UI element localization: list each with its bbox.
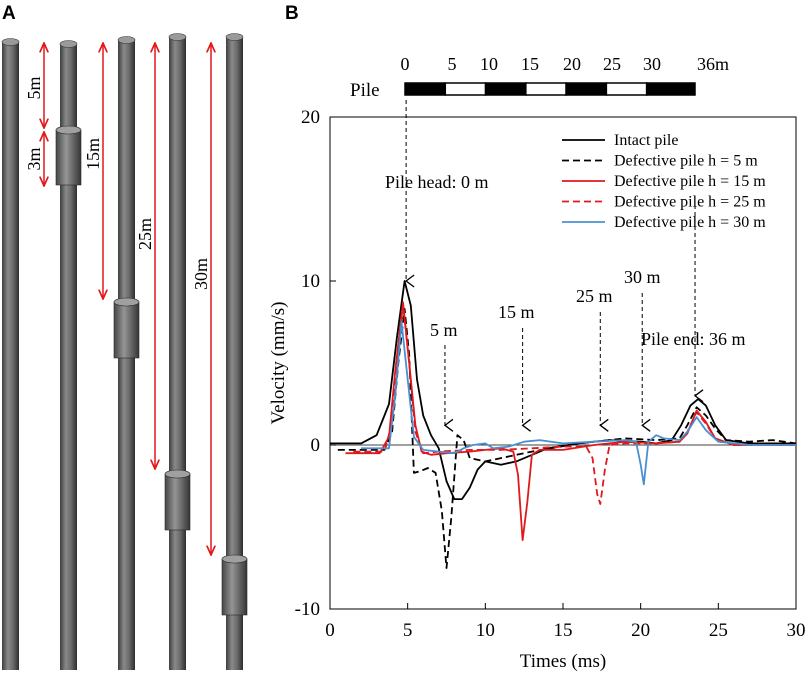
y-tick-label: 20 bbox=[301, 107, 320, 128]
dim-label-5m: 5m bbox=[24, 76, 44, 99]
pile-bar-segment bbox=[484, 82, 527, 96]
x-tick-label: 20 bbox=[631, 620, 650, 641]
pile-defect-30m bbox=[221, 33, 248, 670]
annotation-25m: 25 m bbox=[576, 286, 613, 306]
pile-bar-segment bbox=[565, 82, 608, 96]
x-tick-label: 25 bbox=[709, 620, 728, 641]
x-tick-label: 10 bbox=[476, 620, 495, 641]
pile-bar-segments bbox=[404, 82, 696, 96]
annotation-30m: 30 m bbox=[624, 267, 661, 287]
pile-bar-ticks: 0 5 10 15 20 25 30 36m bbox=[401, 54, 730, 74]
pile-bar-tick: 36m bbox=[697, 54, 729, 74]
x-tick-label: 15 bbox=[554, 620, 573, 641]
legend-label: Defective pile h = 25 m bbox=[614, 194, 766, 211]
dim-label-15m: 15m bbox=[83, 138, 103, 170]
legend-label: Intact pile bbox=[614, 132, 678, 149]
legend-label: Defective pile h = 30 m bbox=[614, 214, 766, 231]
pile-bar-segment bbox=[645, 82, 696, 96]
series-group bbox=[330, 280, 796, 569]
pile-bar-segment bbox=[404, 82, 447, 96]
dimension-labels: 5m 3m 15m 25m 30m bbox=[24, 76, 211, 290]
pile-bar-label: Pile bbox=[350, 80, 380, 101]
pile-bar-tick: 0 bbox=[401, 54, 410, 74]
pile-intact bbox=[1, 38, 20, 670]
x-tick-label: 0 bbox=[325, 620, 335, 641]
y-tick-label: -10 bbox=[295, 599, 320, 620]
series-line-2 bbox=[337, 308, 796, 569]
series-line-5 bbox=[361, 321, 796, 486]
y-tick-label: 10 bbox=[301, 271, 320, 292]
legend-label: Defective pile h = 15 m bbox=[614, 173, 766, 190]
annotation-5m: 5 m bbox=[430, 320, 458, 340]
dim-label-25m: 25m bbox=[135, 218, 155, 250]
x-tick-label: 5 bbox=[403, 620, 413, 641]
x-tick-label: 30 bbox=[787, 620, 806, 641]
series-line-1 bbox=[330, 280, 796, 500]
annotation-pile-end: Pile end: 36 m bbox=[641, 329, 746, 349]
y-ticks: -10 0 10 20 bbox=[295, 107, 336, 620]
y-axis-label: Velocity (mm/s) bbox=[268, 302, 289, 425]
pile-bar: Pile 0 5 10 15 20 25 30 36m bbox=[350, 54, 729, 101]
x-ticks: 0 5 10 15 20 25 30 bbox=[325, 603, 806, 641]
pile-bar-tick: 10 bbox=[480, 54, 498, 74]
legend-label: Defective pile h = 5 m bbox=[614, 153, 758, 170]
series-line-4 bbox=[353, 303, 796, 505]
pile-bar-segment bbox=[444, 82, 487, 96]
pile-bar-tick: 5 bbox=[448, 54, 457, 74]
dimension-arrows bbox=[44, 43, 211, 555]
legend: Intact pile Defective pile h = 5 m Defecti… bbox=[562, 132, 766, 231]
dim-label-30m: 30m bbox=[191, 258, 211, 290]
pile-bar-segment bbox=[525, 82, 567, 96]
panel-a-label: A bbox=[2, 3, 16, 24]
annotation-pile-head: Pile head: 0 m bbox=[385, 172, 488, 192]
x-axis-label: Times (ms) bbox=[520, 651, 606, 672]
pile-bar-tick: 20 bbox=[563, 54, 581, 74]
pile-bar-tick: 15 bbox=[521, 54, 539, 74]
pile-models bbox=[1, 33, 248, 670]
pile-defect-15m bbox=[113, 36, 140, 670]
pile-bar-tick: 25 bbox=[603, 54, 621, 74]
pile-bar-tick: 30 bbox=[643, 54, 661, 74]
dim-label-3m: 3m bbox=[24, 147, 44, 170]
pile-defect-5m bbox=[55, 40, 82, 670]
pile-bar-segment bbox=[605, 82, 648, 96]
panel-b-label: B bbox=[285, 3, 299, 24]
annotations: Pile head: 0 m 5 m 15 m 25 m 30 m Pile e… bbox=[385, 100, 746, 432]
pile-defect-25m bbox=[164, 33, 191, 670]
annotation-15m: 15 m bbox=[498, 302, 535, 322]
y-tick-label: 0 bbox=[311, 435, 321, 456]
